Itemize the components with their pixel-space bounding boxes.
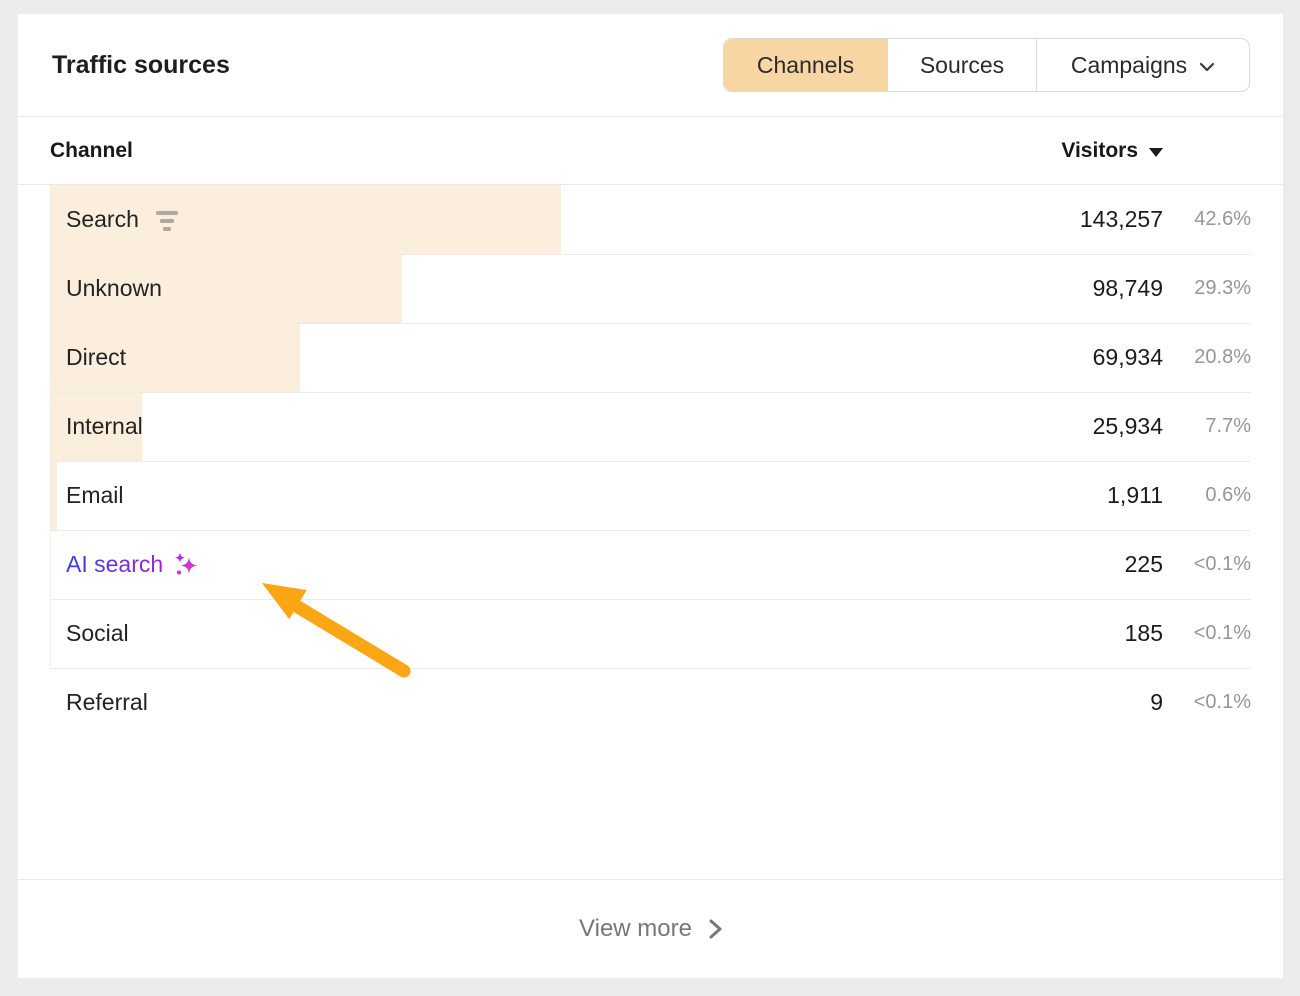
tab-group: Channels Sources Campaigns (723, 38, 1250, 92)
row-content: Internal 25,934 7.7% (18, 392, 1283, 461)
channel-name: Referral (66, 689, 148, 715)
visitors-percent: <0.1% (1193, 691, 1251, 713)
visitors-percent: 7.7% (1205, 415, 1251, 437)
table-row[interactable]: Email 1,911 0.6% (18, 461, 1283, 530)
channel-name: Internal (66, 413, 143, 439)
visitors-percent: <0.1% (1193, 622, 1251, 644)
visitors-percent: 0.6% (1205, 484, 1251, 506)
row-separator (50, 461, 1251, 462)
traffic-share-bar (50, 185, 561, 254)
ai-search-link[interactable]: AI search (66, 551, 164, 577)
table-row[interactable]: Search 143,257 42.6% (18, 185, 1283, 254)
visitors-percent: 42.6% (1194, 208, 1251, 230)
view-more-label: View more (579, 915, 692, 942)
filter-icon[interactable] (155, 211, 178, 231)
visitors-percent: 20.8% (1194, 346, 1251, 368)
sort-desc-icon (1149, 148, 1163, 157)
channel-name: Email (66, 482, 124, 508)
visitors-value: 98,749 (1092, 275, 1163, 301)
row-content: Email 1,911 0.6% (18, 461, 1283, 530)
column-header-visitors-label: Visitors (1061, 138, 1138, 162)
channel-label: Email (66, 482, 1107, 509)
channel-name: Direct (66, 344, 127, 370)
table-row[interactable]: AI search 225 <0.1% (18, 530, 1283, 599)
tab-campaigns[interactable]: Campaigns (1036, 39, 1249, 91)
tab-channels[interactable]: Channels (724, 39, 887, 91)
traffic-sources-panel: Traffic sources Channels Sources Campaig… (18, 14, 1283, 978)
visitors-value: 1,911 (1107, 482, 1163, 508)
row-separator (50, 323, 1251, 324)
channel-rows: Search 143,257 42.6% Unknown 98,749 29.3… (18, 185, 1283, 737)
visitors-percent: 29.3% (1194, 277, 1251, 299)
visitors-value: 143,257 (1079, 206, 1163, 232)
row-content: Unknown 98,749 29.3% (18, 254, 1283, 323)
row-content: Social 185 <0.1% (18, 599, 1283, 668)
panel-header: Traffic sources Channels Sources Campaig… (18, 14, 1283, 117)
row-separator (50, 530, 1251, 531)
channel-label: Direct (66, 344, 1093, 371)
traffic-share-bar (50, 323, 300, 392)
panel-title: Traffic sources (52, 50, 230, 79)
visitors-value: 69,934 (1092, 344, 1163, 370)
traffic-share-bar (50, 254, 402, 323)
traffic-share-bar (50, 392, 142, 461)
chevron-right-icon (709, 919, 722, 939)
row-separator (50, 254, 1251, 255)
column-header-channel: Channel (50, 138, 133, 162)
channel-name: Social (66, 620, 129, 646)
channel-label: Search (66, 206, 1080, 233)
visitors-percent: <0.1% (1193, 553, 1251, 575)
column-header-visitors[interactable]: Visitors (1061, 139, 1163, 163)
channel-name: Unknown (66, 275, 162, 301)
tab-sources[interactable]: Sources (887, 39, 1036, 91)
table-row[interactable]: Social 185 <0.1% (18, 599, 1283, 668)
channel-label: Unknown (66, 275, 1093, 302)
row-separator (50, 392, 1251, 393)
row-separator (50, 668, 1251, 669)
channel-label: Social (66, 620, 1125, 647)
row-content: Direct 69,934 20.8% (18, 323, 1283, 392)
chevron-down-icon (1200, 62, 1215, 72)
table-row[interactable]: Unknown 98,749 29.3% (18, 254, 1283, 323)
visitors-value: 225 (1124, 551, 1163, 577)
tab-sources-label: Sources (919, 51, 1005, 78)
traffic-share-bar (50, 599, 51, 668)
channel-label: AI search (66, 551, 1125, 578)
view-more-button[interactable]: View more (579, 915, 722, 943)
tab-campaigns-label: Campaigns (1070, 51, 1188, 78)
channel-label: Internal (66, 413, 1093, 440)
tab-channels-label: Channels (756, 51, 855, 78)
row-content: Search 143,257 42.6% (18, 185, 1283, 254)
sparkles-icon (175, 552, 198, 574)
channel-name: Search (66, 206, 139, 232)
row-content: Referral 9 <0.1% (18, 668, 1283, 737)
traffic-share-bar (50, 530, 51, 599)
visitors-value: 9 (1150, 689, 1163, 715)
panel-footer: View more (18, 879, 1283, 978)
row-separator (50, 599, 1251, 600)
row-content: AI search 225 <0.1% (18, 530, 1283, 599)
visitors-value: 25,934 (1092, 413, 1163, 439)
table-row[interactable]: Internal 25,934 7.7% (18, 392, 1283, 461)
channel-label: Referral (66, 689, 1150, 716)
table-column-header: Channel Visitors (18, 117, 1283, 185)
table-row[interactable]: Referral 9 <0.1% (18, 668, 1283, 737)
traffic-share-bar (50, 461, 57, 530)
table-row[interactable]: Direct 69,934 20.8% (18, 323, 1283, 392)
visitors-value: 185 (1124, 620, 1163, 646)
